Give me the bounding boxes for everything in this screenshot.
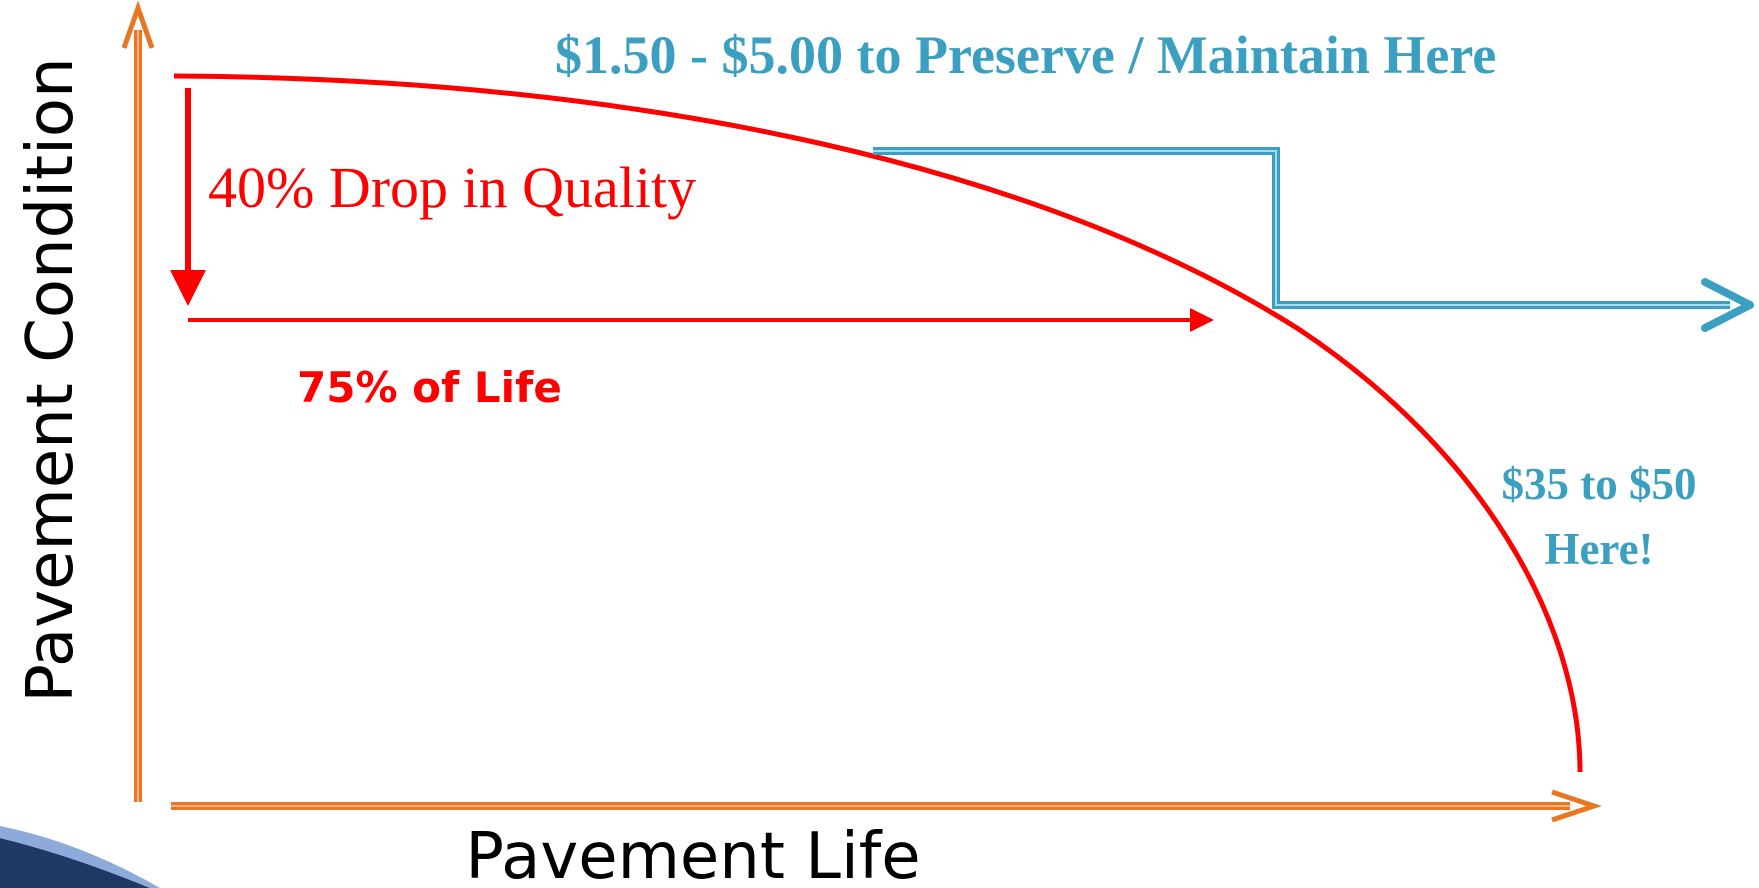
y-axis [121,0,155,802]
corner-swoosh [0,838,150,888]
life-label: 75% of Life [297,363,562,412]
preserve-step-line [873,147,1754,332]
repair-label: $35 to $50 [1502,459,1697,509]
condition-curve [173,73,1583,773]
y-axis-label: Pavement Condition [14,57,88,702]
preserve-label: $1.50 - $5.00 to Preserve / Maintain Her… [555,25,1496,85]
corner-swoosh-light [0,826,160,888]
x-axis-label: Pavement Life [465,820,920,888]
repair-label: Here! [1544,524,1653,574]
drop-label: 40% Drop in Quality [208,155,696,220]
x-axis [171,789,1602,823]
